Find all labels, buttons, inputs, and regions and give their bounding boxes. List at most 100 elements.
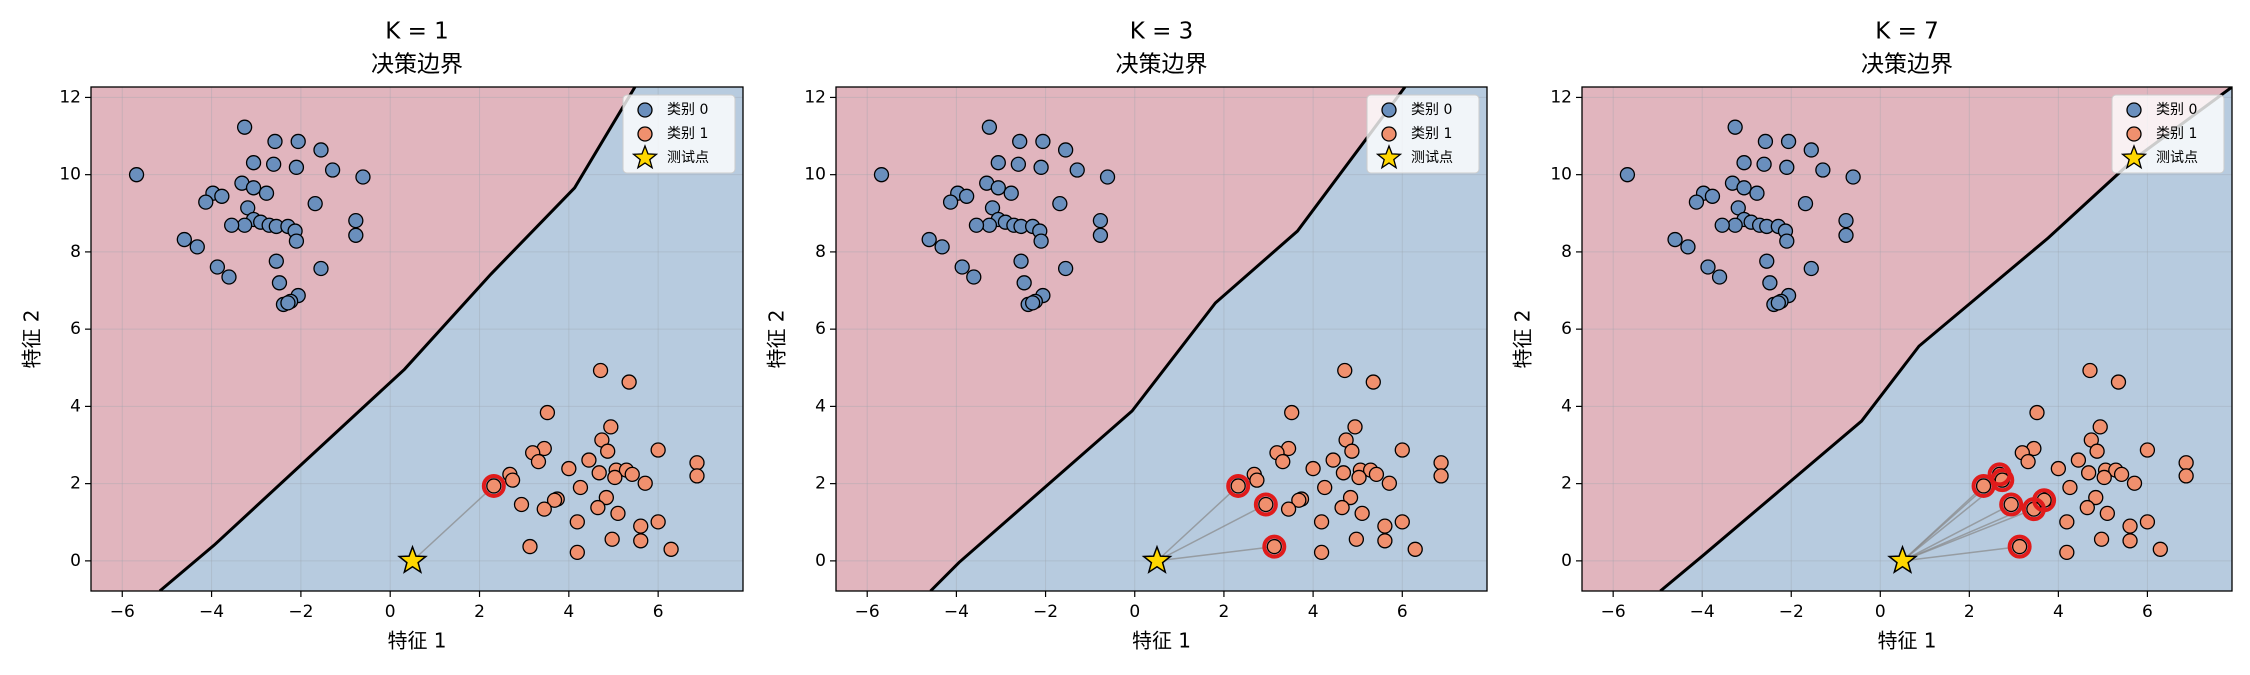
- x-tick-label: 2: [1219, 602, 1230, 622]
- data-point: [1815, 162, 1831, 178]
- legend-marker: [1381, 102, 1397, 118]
- data-point: [1354, 505, 1370, 522]
- data-point: [1433, 455, 1449, 471]
- neighbor-highlight: [1987, 462, 2012, 487]
- neighbor-line: [1902, 503, 2012, 562]
- data-point: [2003, 496, 2019, 513]
- neighbor-line: [1156, 503, 1267, 562]
- y-tick-label: 8: [70, 242, 81, 262]
- data-point: [1016, 275, 1032, 291]
- data-point: [1975, 478, 1992, 494]
- x-tick-label: 4: [1308, 602, 1319, 622]
- legend-marker: [637, 126, 653, 142]
- data-point: [1344, 443, 1360, 459]
- data-point: [981, 119, 998, 135]
- data-point: [2029, 404, 2045, 421]
- data-point: [650, 442, 666, 458]
- x-tick-label: −2: [1033, 602, 1058, 622]
- data-point: [1334, 499, 1350, 516]
- data-point: [2099, 505, 2115, 522]
- y-tick-label: 6: [815, 319, 826, 339]
- data-point: [954, 259, 970, 275]
- data-point: [1845, 169, 1861, 185]
- data-point: [591, 465, 607, 481]
- neighbor-line: [1902, 545, 2020, 562]
- data-point: [2178, 468, 2194, 484]
- data-point: [2096, 469, 2112, 486]
- x-tick-label: 0: [1129, 602, 1140, 622]
- data-point: [610, 505, 626, 522]
- neighbor-line: [1156, 485, 1239, 562]
- data-point: [637, 475, 653, 491]
- x-tick-label: 2: [1964, 602, 1975, 622]
- data-point: [1325, 452, 1341, 468]
- y-tick-label: 4: [70, 396, 81, 416]
- data-point: [486, 478, 502, 494]
- data-point: [1057, 142, 1074, 158]
- data-point: [1092, 227, 1109, 243]
- data-point: [128, 167, 145, 183]
- data-point: [607, 469, 623, 486]
- legend-label: 测试点: [1411, 150, 1453, 166]
- y-axis-label: 特征 2: [20, 309, 44, 368]
- data-point: [2050, 460, 2067, 477]
- x-tick-label: 2: [474, 602, 485, 622]
- y-tick-label: 8: [1561, 242, 1572, 262]
- data-point: [1099, 169, 1116, 185]
- data-point: [2093, 531, 2110, 547]
- data-point: [581, 452, 597, 468]
- legend-marker: [2126, 102, 2142, 118]
- chart-subtitle: 决策边界: [371, 52, 463, 78]
- data-point: [1365, 374, 1381, 390]
- x-tick-label: 6: [653, 602, 664, 622]
- y-tick-label: 12: [804, 87, 826, 107]
- legend-marker: [631, 144, 659, 170]
- y-tick-label: 0: [70, 551, 81, 571]
- legend-marker: [1381, 126, 1397, 142]
- data-point: [1381, 475, 1397, 491]
- neighbor-highlight: [1999, 492, 2024, 517]
- data-point: [530, 453, 547, 470]
- x-tick-label: −2: [1779, 602, 1804, 622]
- data-point: [633, 518, 649, 534]
- data-point: [1275, 453, 1291, 470]
- axes-frame: [1581, 86, 2233, 592]
- data-point: [513, 496, 530, 513]
- y-axis-label: 特征 2: [765, 309, 789, 368]
- decision-boundary: [158, 87, 637, 591]
- y-tick-label: 10: [1550, 165, 1572, 185]
- chart-subtitle: 决策边界: [1116, 52, 1208, 78]
- x-tick-label: −4: [1690, 602, 1715, 622]
- data-point: [604, 531, 620, 547]
- data-point: [1667, 231, 1683, 248]
- data-point: [990, 155, 1006, 171]
- data-point: [1348, 531, 1365, 547]
- data-point: [1377, 533, 1393, 549]
- data-point: [1305, 460, 1321, 477]
- y-tick-label: 10: [59, 165, 81, 185]
- data-point: [1313, 514, 1330, 530]
- data-point: [572, 479, 589, 496]
- neighbor-highlight: [1226, 473, 1251, 498]
- data-point: [288, 233, 305, 249]
- axes-frame: [90, 86, 744, 592]
- data-point: [1762, 275, 1778, 291]
- data-point: [2122, 518, 2138, 534]
- chart-title: K = 3: [1130, 19, 1194, 45]
- data-point: [1266, 538, 1282, 555]
- data-point: [2152, 541, 2168, 557]
- data-point: [921, 231, 937, 248]
- test-point: [1141, 544, 1173, 574]
- data-point: [2011, 538, 2028, 555]
- legend: 类别 0 类别 1 测试点: [622, 94, 736, 174]
- data-point: [1803, 260, 1819, 277]
- data-point: [650, 514, 666, 530]
- y-tick-label: 2: [815, 474, 826, 494]
- x-tick-label: 4: [2053, 602, 2064, 622]
- plot-area: [836, 87, 1487, 591]
- data-point: [221, 269, 237, 285]
- data-point: [1727, 217, 1743, 233]
